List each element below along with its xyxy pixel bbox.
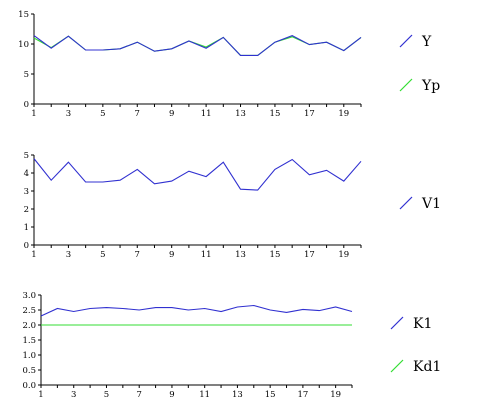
- y-tick-label: 0: [24, 100, 29, 110]
- x-tick-label: 13: [235, 250, 246, 260]
- x-tick-label: 5: [100, 109, 105, 119]
- x-tick-label: 11: [201, 250, 212, 260]
- y-tick-label: 0.0: [22, 381, 36, 391]
- x-tick-label: 3: [66, 109, 71, 119]
- x-tick-label: 17: [304, 250, 315, 260]
- y-tick-label: 2: [24, 205, 29, 215]
- series-line-y: [33, 34, 362, 56]
- y-tick-label: 2.5: [22, 306, 36, 316]
- legend-entry-v1: V1: [399, 196, 441, 212]
- y-tick-label: 0: [24, 241, 29, 251]
- legend-entry-kd1: Kd1: [390, 359, 441, 375]
- legend-label: Yp: [421, 78, 440, 94]
- legend-label: Y: [421, 34, 432, 50]
- y-tick-label: 5: [24, 151, 29, 161]
- legend-entry-k1: K1: [390, 316, 432, 332]
- legend-swatch: [399, 34, 413, 48]
- x-tick-label: 15: [270, 250, 281, 260]
- x-tick-label: 11: [201, 109, 212, 119]
- y-tick-label: 3.0: [22, 291, 36, 301]
- legend-label: V1: [421, 196, 441, 212]
- x-tick-label: 15: [270, 109, 281, 119]
- x-tick-label: 9: [169, 109, 174, 119]
- x-tick-label: 15: [265, 390, 276, 400]
- x-tick-label: 5: [104, 390, 109, 400]
- y-tick-label: 0.5: [22, 366, 36, 376]
- y-tick-label: 15: [18, 10, 29, 20]
- legend-swatch: [399, 196, 413, 210]
- x-tick-label: 17: [297, 390, 308, 400]
- chart-panel-3: 0.00.51.01.52.02.53.01 3 5 7 9 11 13 15 17 19K1Kd…: [22, 291, 441, 400]
- x-tick-label: 11: [199, 390, 210, 400]
- x-tick-label: 5: [100, 250, 105, 260]
- series-line-yp: [33, 35, 362, 56]
- x-tick-label: 3: [66, 250, 71, 260]
- legend-label: K1: [413, 316, 432, 332]
- x-tick-label: 9: [169, 250, 174, 260]
- y-tick-label: 4: [24, 169, 29, 179]
- x-tick-label: 19: [330, 390, 341, 400]
- y-tick-label: 1: [24, 223, 29, 233]
- y-tick-label: 5: [24, 70, 29, 80]
- x-tick-label: 3: [71, 390, 76, 400]
- x-tick-label: 1: [31, 109, 36, 119]
- x-tick-label: 7: [135, 250, 140, 260]
- x-tick-label: 7: [136, 390, 141, 400]
- series-line-v1: [33, 158, 362, 191]
- x-tick-label: 7: [135, 109, 140, 119]
- legend-entry-y: Y: [399, 34, 432, 50]
- y-tick-label: 2.0: [22, 321, 36, 331]
- y-tick-label: 3: [24, 187, 29, 197]
- legend-swatch: [390, 359, 404, 373]
- y-tick-label: 1.0: [22, 351, 36, 361]
- legend-label: Kd1: [413, 359, 441, 375]
- x-tick-label: 13: [235, 109, 246, 119]
- x-tick-label: 17: [304, 109, 315, 119]
- x-tick-label: 13: [232, 390, 243, 400]
- legend-swatch: [390, 316, 404, 330]
- legend-swatch: [399, 78, 413, 92]
- series-line-k1: [40, 304, 353, 317]
- x-tick-label: 1: [31, 250, 36, 260]
- x-tick-label: 19: [338, 109, 349, 119]
- y-tick-label: 10: [18, 40, 29, 50]
- x-tick-label: 19: [338, 250, 349, 260]
- x-tick-label: 9: [169, 390, 174, 400]
- y-tick-label: 1.5: [22, 336, 36, 346]
- x-tick-label: 1: [38, 390, 43, 400]
- legend-entry-yp: Yp: [399, 78, 440, 94]
